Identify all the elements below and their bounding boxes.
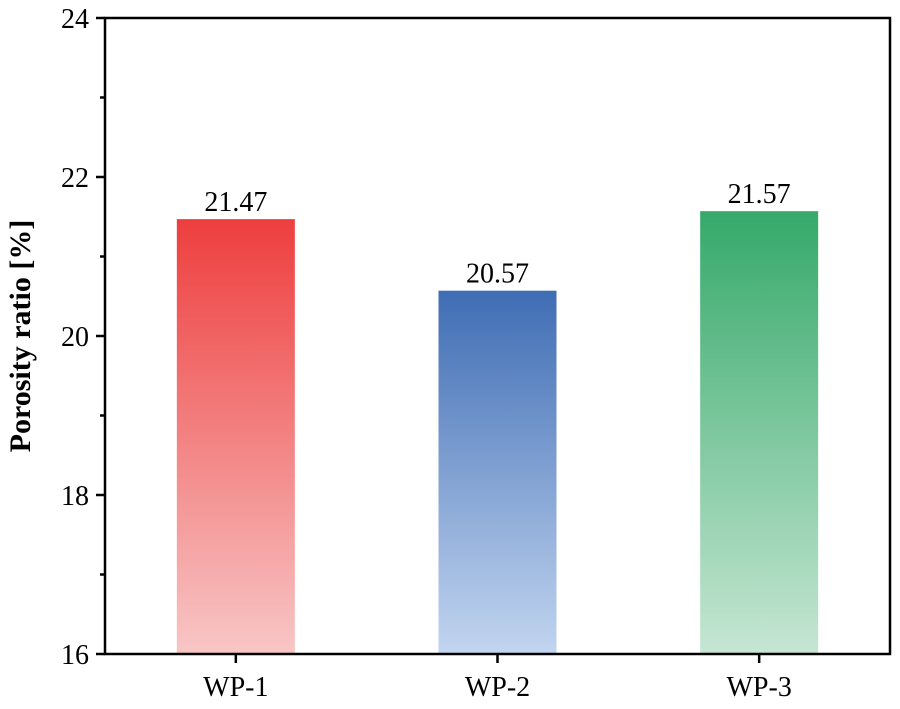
data-label-wp-2: 20.57 (466, 259, 529, 290)
y-axis-title: Porosity ratio [%] (4, 220, 37, 453)
y-tick-label: 16 (61, 640, 89, 671)
bar-wp-3 (700, 211, 819, 654)
y-tick-label: 18 (61, 481, 89, 512)
labels-layer: 21.47 WP-1 20.57 WP-2 21.57 WP-3 16 18 20 22 24 Por… (4, 4, 792, 703)
x-tick-label-wp-2: WP-2 (465, 672, 530, 703)
axes-layer (96, 16, 892, 663)
bar-wp-2 (438, 290, 557, 654)
y-tick-label: 24 (61, 4, 89, 35)
y-tick-label: 20 (61, 322, 89, 353)
bars-layer (176, 211, 819, 654)
x-tick-label-wp-3: WP-3 (727, 672, 792, 703)
x-tick-label-wp-1: WP-1 (203, 672, 268, 703)
y-tick-label: 22 (61, 163, 89, 194)
data-label-wp-3: 21.57 (728, 179, 791, 210)
data-label-wp-1: 21.47 (204, 187, 267, 218)
bar-wp-1 (176, 219, 295, 654)
